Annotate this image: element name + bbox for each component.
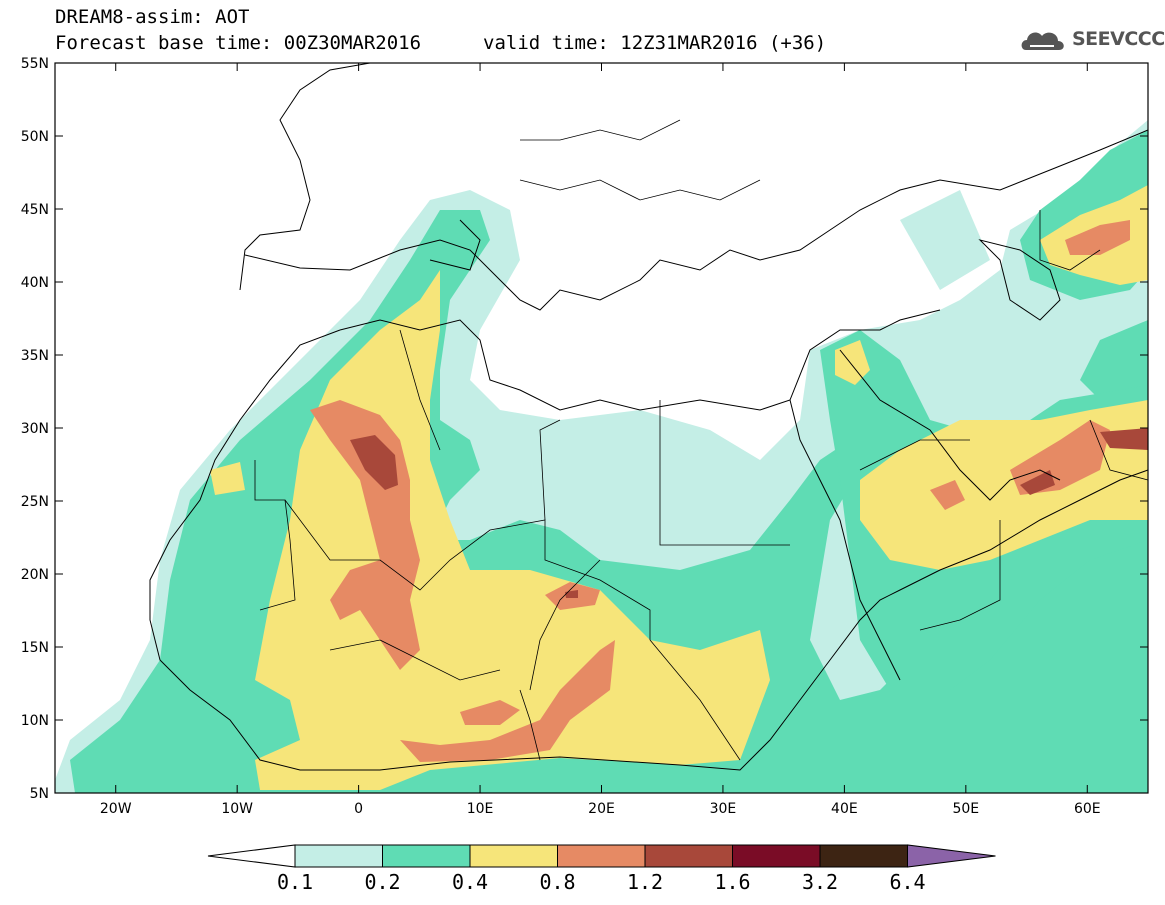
lat-tick-label: 20N — [21, 567, 49, 583]
lon-tick-label: 60E — [1074, 801, 1101, 817]
colorbar-box — [294, 844, 383, 868]
aot-band-0.4 — [255, 270, 770, 790]
map-title: DREAM8-assim: AOT — [55, 6, 250, 28]
colorbar-box — [644, 844, 733, 868]
colorbar-box — [469, 844, 558, 868]
aot-band-0.8f — [1065, 220, 1130, 255]
lat-tick-label: 10N — [21, 713, 49, 729]
lon-tick-label: 10W — [221, 801, 253, 817]
lat-tick-label: 40N — [21, 275, 49, 291]
lon-tick-label: 10E — [467, 801, 494, 817]
lat-tick-label: 25N — [21, 494, 49, 510]
lat-tick-label: 30N — [21, 421, 49, 437]
coastlines — [149, 63, 1148, 771]
lon-tick-label: 20W — [100, 801, 132, 817]
aot-band-0.1b — [900, 190, 990, 290]
colorbar-boxes — [207, 844, 996, 868]
colorbar-label: 1.2 — [627, 870, 663, 894]
lon-tick-label: 0 — [354, 801, 363, 817]
colorbar-label: 0.1 — [277, 870, 313, 894]
logo-text: SEEVCCC — [1072, 28, 1165, 50]
aot-fields — [55, 120, 1148, 793]
colorbar-labels: 0.1 0.2 0.4 0.8 1.2 1.6 3.2 6.4 — [277, 870, 926, 894]
aot-band-0.4d — [835, 340, 870, 385]
lat-tick-label: 50N — [21, 129, 49, 145]
valid-time: valid time: 12Z31MAR2016 (+36) — [483, 32, 827, 54]
colorbar-overflow-triangle — [907, 844, 996, 868]
colorbar-label: 6.4 — [889, 870, 925, 894]
lon-tick-label: 40E — [831, 801, 858, 817]
aot-band-0.4e — [210, 462, 245, 495]
lat-tick-label: 55N — [21, 56, 49, 72]
aot-band-1.2 — [350, 435, 398, 490]
lon-tick-label: 20E — [588, 801, 615, 817]
aot-band-1.2b — [1100, 428, 1148, 450]
lon-tick-label: 50E — [952, 801, 979, 817]
lat-tick-label: 35N — [21, 348, 49, 364]
lat-tick-label: 5N — [30, 786, 49, 802]
lat-tick-label: 45N — [21, 202, 49, 218]
colorbar-box — [819, 844, 908, 868]
aot-band-0.8d — [930, 480, 965, 510]
colorbar-box — [732, 844, 821, 868]
colorbar-label: 0.8 — [539, 870, 575, 894]
aot-band-1.2c — [1020, 470, 1055, 495]
colorbar-label: 0.2 — [364, 870, 400, 894]
forecast-base-time: Forecast base time: 00Z30MAR2016 — [55, 32, 422, 54]
lat-tick-label: 15N — [21, 640, 49, 656]
cloud-logo-icon — [1021, 32, 1064, 50]
colorbar-box — [557, 844, 646, 868]
colorbar-label: 0.4 — [452, 870, 488, 894]
latitude-axis: 5N 10N 15N 20N 25N 30N 35N 40N 45N 50N 55N — [21, 56, 1148, 802]
aot-band-0.8g — [460, 700, 520, 725]
country-borders — [254, 119, 1148, 761]
colorbar-label: 3.2 — [802, 870, 838, 894]
aot-band-0.8e — [1010, 420, 1110, 495]
longitude-axis: 20W 10W 0 10E 20E 30E 40E 50E 60E — [100, 63, 1101, 817]
aot-band-0.8b — [400, 640, 615, 762]
lon-tick-label: 30E — [710, 801, 737, 817]
colorbar-underflow-triangle — [207, 844, 296, 868]
colorbar-box — [382, 844, 471, 868]
colorbar-label: 1.6 — [714, 870, 750, 894]
